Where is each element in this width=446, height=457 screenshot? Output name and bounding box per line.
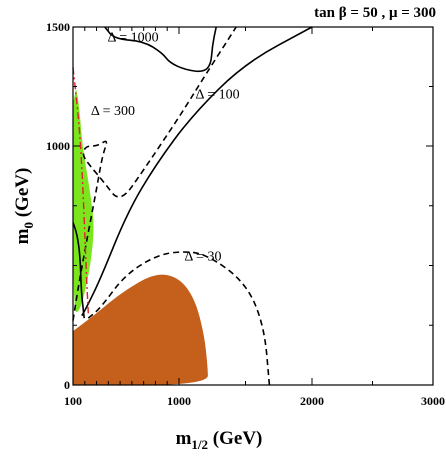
contour-line-extra-4 xyxy=(72,222,85,319)
x-axis-label-m: m xyxy=(176,428,192,449)
contour-line-extra-5 xyxy=(72,67,89,314)
y-axis-label-m: m xyxy=(12,228,33,244)
contour-label-100: Δ = 100 xyxy=(196,87,240,102)
regions xyxy=(73,88,208,385)
contour-label-30: Δ = 30 xyxy=(184,250,221,265)
x-axis-label-sub: 1/2 xyxy=(191,437,208,452)
contour-line-1000 xyxy=(104,26,217,73)
contour-line-30 xyxy=(87,251,271,386)
contours xyxy=(72,26,313,386)
x-tick-label: 3000 xyxy=(421,394,445,408)
x-axis-label-unit: (GeV) xyxy=(208,428,262,449)
green-region xyxy=(73,88,94,313)
x-tick-label: 1000 xyxy=(167,394,191,408)
contour-label-1000: Δ = 1000 xyxy=(108,30,159,45)
contour-labels: Δ = 1000 Δ = 300 Δ = 100 Δ = 30 xyxy=(91,30,240,264)
x-tick-label: 2000 xyxy=(300,394,324,408)
y-tick-label: 1500 xyxy=(46,20,70,34)
y-axis-label-sub: 0 xyxy=(21,222,36,229)
contour-line-300 xyxy=(72,26,237,321)
axis-ticks: 100 1000 2000 3000 0 1000 1500 xyxy=(46,20,445,408)
y-tick-label: 1000 xyxy=(46,139,70,153)
x-axis-label: m1/2 (GeV) xyxy=(176,428,263,452)
orange-region xyxy=(73,274,208,385)
contour-line-100 xyxy=(81,26,313,317)
chart-title: tan β = 50 , μ = 300 xyxy=(314,5,436,21)
x-tick-label: 100 xyxy=(64,394,82,408)
contour-label-300: Δ = 300 xyxy=(91,104,135,119)
y-axis-label-unit: (GeV) xyxy=(12,168,33,222)
y-axis-label: m0 (GeV) xyxy=(12,168,36,245)
y-tick-label: 0 xyxy=(64,378,70,392)
